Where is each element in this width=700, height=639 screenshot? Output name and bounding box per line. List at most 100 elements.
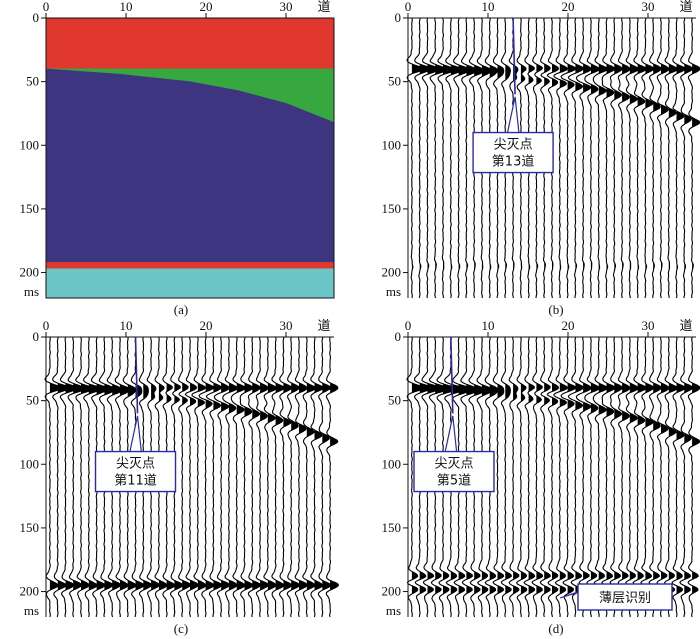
x-tick-label: 20 <box>562 0 575 14</box>
y-tick-label: 200 <box>382 265 402 280</box>
trace-fill <box>127 337 136 617</box>
trace-fill <box>450 337 465 617</box>
x-axis-unit: 道 <box>679 0 692 14</box>
seismic-trace <box>492 336 505 618</box>
seismic-trace <box>445 17 463 299</box>
y-tick-label: 100 <box>382 137 402 152</box>
y-tick-label: 150 <box>382 201 402 216</box>
trace-fill <box>583 337 591 617</box>
trace-fill <box>481 337 493 617</box>
seismic-trace <box>255 336 269 618</box>
seismic-trace <box>609 336 623 618</box>
layer-top-layer <box>45 17 335 70</box>
trace-fill <box>104 337 115 617</box>
trace-fill <box>497 18 504 298</box>
seismic-trace <box>625 17 639 298</box>
seismic-trace <box>205 336 223 618</box>
pinchout-marker-line <box>134 336 139 414</box>
x-tick-label: 0 <box>43 318 50 333</box>
seismic-trace <box>523 336 536 618</box>
layer-basement <box>45 268 335 299</box>
y-axis-unit: ms <box>24 603 39 618</box>
pinchout-callout-box <box>413 450 495 493</box>
seismic-trace <box>177 336 192 618</box>
seismic-trace <box>672 17 686 299</box>
y-tick-label: 150 <box>382 520 402 535</box>
trace-fill <box>158 337 167 617</box>
seismic-trace <box>656 17 670 299</box>
trace-fill <box>73 337 85 617</box>
x-tick-label: 30 <box>642 318 655 333</box>
trace-fill <box>267 337 277 617</box>
seismic-trace <box>592 17 608 299</box>
trace-fill <box>143 337 152 617</box>
x-axis-unit: 道 <box>317 0 330 14</box>
x-tick-label: 0 <box>405 318 412 333</box>
trace-fill <box>692 337 700 617</box>
layer-thin-bed <box>45 262 335 269</box>
y-tick-label: 150 <box>20 520 40 535</box>
seismic-trace <box>601 17 616 299</box>
trace-fill <box>419 18 431 298</box>
seismic-trace <box>584 336 600 618</box>
seismic-trace <box>648 336 662 618</box>
seismic-trace <box>453 17 470 299</box>
panel-caption: (b) <box>548 302 563 317</box>
panel-caption: (d) <box>548 621 563 636</box>
seismic-trace <box>286 336 301 618</box>
seismic-trace <box>83 336 102 618</box>
callout-line-1: 尖灭点 <box>434 457 473 472</box>
trace-fill <box>221 337 230 617</box>
seismic-trace <box>531 336 544 617</box>
trace-fill <box>692 18 700 298</box>
seismic-trace <box>500 336 512 618</box>
seismic-trace <box>584 17 600 299</box>
x-tick-label: 20 <box>200 0 213 14</box>
x-axis-unit: 道 <box>317 318 330 333</box>
seismic-trace <box>601 336 616 618</box>
seismic-trace <box>317 336 332 618</box>
seismic-trace <box>656 336 670 618</box>
pinchout-marker-line <box>450 336 454 414</box>
seismic-trace <box>592 336 608 618</box>
seismic-trace <box>421 17 440 299</box>
seismic-trace <box>247 336 262 618</box>
trace-fill <box>411 337 423 617</box>
trace-fill <box>489 18 498 298</box>
y-tick-label: 50 <box>388 393 401 408</box>
callout-line-1: 尖灭点 <box>494 138 533 153</box>
trace-group <box>406 336 700 618</box>
seismic-trace <box>575 336 592 618</box>
seismic-trace <box>632 336 647 618</box>
x-tick-label: 30 <box>642 0 655 14</box>
seismic-trace <box>302 336 316 617</box>
seismic-trace <box>663 336 678 617</box>
seismic-trace <box>271 336 285 618</box>
trace-fill <box>135 337 144 617</box>
seismic-trace <box>414 17 432 299</box>
trace-group <box>44 336 340 618</box>
seismic-trace <box>325 336 340 618</box>
trace-fill <box>236 337 246 617</box>
seismic-trace <box>679 336 694 618</box>
trace-fill <box>322 337 331 617</box>
y-tick-label: 200 <box>20 584 40 599</box>
seismic-trace <box>508 337 520 618</box>
seismic-trace <box>222 336 238 618</box>
seismic-trace <box>406 336 424 618</box>
trace-fill <box>458 337 472 617</box>
trace-fill <box>684 337 693 617</box>
pinchout-callout-box <box>472 131 554 174</box>
trace-fill <box>458 18 470 298</box>
trace-fill <box>427 18 439 298</box>
seismic-trace <box>75 336 94 617</box>
panel-caption: (c) <box>174 621 188 636</box>
y-tick-label: 50 <box>26 74 39 89</box>
seismic-trace <box>664 17 678 298</box>
seismic-trace <box>460 17 478 299</box>
seismic-trace <box>633 17 647 299</box>
trace-fill <box>676 337 686 617</box>
y-tick-label: 0 <box>33 10 40 25</box>
seismic-trace <box>687 336 700 618</box>
